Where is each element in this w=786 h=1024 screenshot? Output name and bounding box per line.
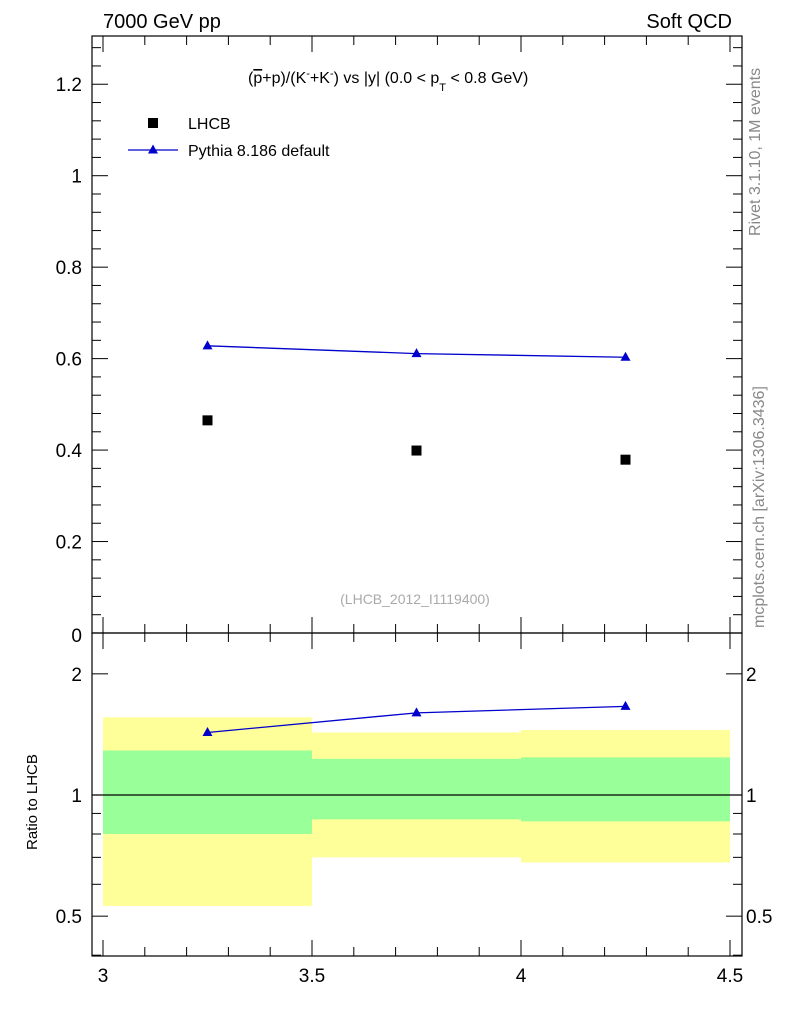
legend-data-marker [148, 118, 158, 128]
header-right: Soft QCD [646, 11, 732, 33]
legend: LHCB Pythia 8.186 default [128, 116, 330, 160]
main-axis-ticks [92, 36, 742, 634]
mc-point [202, 340, 213, 350]
legend-data-label: LHCB [188, 116, 231, 133]
title-mid2: +K [310, 70, 330, 87]
ratio-frame [91, 632, 743, 957]
legend-mc-label: Pythia 8.186 default [188, 143, 330, 160]
ratio-y-tick-label-right: 1 [746, 786, 757, 807]
rivet-label: Rivet 3.1.10, 1M events [747, 68, 764, 236]
main-y-tick-label: 0.8 [56, 258, 82, 279]
ratio-y-tick-label-right: 0.5 [746, 907, 772, 928]
ratio-inner-band [103, 750, 312, 835]
title-sup1: - [306, 68, 310, 80]
ratio-x-tick-label: 4 [516, 966, 527, 987]
mc-point [620, 351, 631, 361]
title-mid1: +p)/(K [262, 70, 306, 87]
ratio-x-tick-labels: 3 3.5 4 4.5 [98, 966, 744, 987]
legend-mc-marker [148, 144, 158, 154]
ratio-y-tick-label-left: 1 [71, 786, 82, 807]
ratio-y-tick-labels: 0.5 0.5 1 1 2 2 [56, 665, 773, 928]
main-y-tick-label: 0.2 [56, 533, 82, 554]
main-y-tick-label: 0.4 [56, 441, 83, 462]
ratio-x-tick-label: 3 [98, 966, 109, 987]
ratio-inner-band [521, 757, 730, 822]
ratio-data-layer [202, 700, 631, 736]
main-y-tick-label-zero: 0 [71, 626, 82, 647]
ratio-y-tick-label-left: 2 [71, 665, 82, 686]
ratio-bands [103, 717, 730, 906]
source-label: mcplots.cern.ch [arXiv:1306.3436] [751, 386, 768, 628]
title-end: < 0.8 GeV) [446, 70, 528, 87]
lhcb-point [411, 445, 422, 456]
ratio-inner-band [312, 758, 521, 820]
main-data-layer [202, 340, 631, 465]
main-y-tick-labels: 0.2 0.4 0.6 0.8 1 1.2 [56, 75, 83, 553]
ratio-y-tick-label-left: 0.5 [56, 907, 82, 928]
title-prefix: ( [248, 70, 254, 87]
ratio-panel: 0.5 0.5 1 1 2 2 3 3.5 4 4.5 Ratio to LHCB [24, 632, 773, 987]
analysis-id: (LHCB_2012_I1119400) [340, 591, 490, 607]
ratio-y-tick-label-right: 2 [746, 665, 757, 686]
ratio-mc-point [620, 700, 631, 710]
title-sub: T [439, 82, 446, 94]
header-left: 7000 GeV pp [103, 11, 221, 33]
title-sup2: - [330, 68, 334, 80]
main-panel: 0.20.40.60.811.2 0 (p+p)/(K-+K-) vs |y| … [56, 35, 743, 647]
plot-title: (p+p)/(K-+K-) vs |y| (0.0 < pT < 0.8 GeV… [248, 68, 528, 94]
title-mid3: ) vs |y| (0.0 < p [334, 70, 440, 87]
mc-point [411, 348, 422, 358]
main-y-tick-label: 1 [71, 167, 82, 188]
main-y-tick-label: 1.2 [56, 75, 82, 96]
lhcb-point [620, 454, 631, 465]
ratio-x-tick-label: 4.5 [717, 966, 743, 987]
lhcb-point [202, 415, 213, 426]
title-pbar: p [253, 70, 262, 87]
ratio-mc-point [411, 707, 422, 717]
main-y-tick-label: 0.6 [56, 350, 82, 371]
ratio-mc-point [202, 726, 213, 736]
ratio-axis-ticks [92, 633, 742, 956]
ratio-y-axis-label: Ratio to LHCB [24, 754, 41, 850]
ratio-x-tick-label: 3.5 [299, 966, 325, 987]
